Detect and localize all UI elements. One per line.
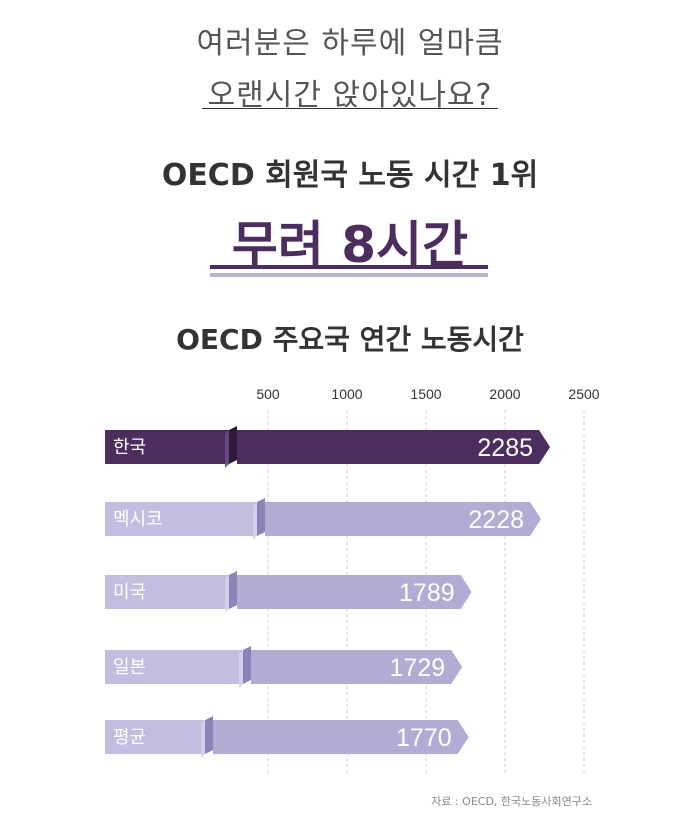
bar-segment-right — [265, 502, 542, 536]
bar-segment-right — [213, 720, 469, 754]
category-label: 미국 — [113, 582, 146, 603]
bar-segment-left — [105, 720, 205, 754]
bar-5: 평균 1770 — [105, 716, 469, 758]
axis-break-shadow — [225, 575, 229, 613]
axis-break-mark — [205, 716, 213, 754]
value-label: 2285 — [477, 434, 533, 462]
source-note: 자료 : OECD, 한국노동사회연구소 — [431, 795, 592, 808]
axis-break-shadow — [239, 650, 243, 688]
bar-segment-right — [237, 575, 472, 609]
value-label: 1789 — [399, 579, 455, 607]
axis-break-shadow — [201, 720, 205, 758]
bar-segment-right — [237, 430, 551, 464]
bar-segment-left — [105, 502, 257, 536]
bar-1: 한국 2285 — [105, 426, 551, 468]
category-label: 한국 — [113, 437, 146, 458]
bar-4: 일본 1729 — [105, 646, 463, 688]
category-label: 평균 — [113, 727, 146, 748]
x-tick-label: 1500 — [410, 386, 441, 402]
axis-break-mark — [243, 646, 251, 684]
headline: 무려 8시간 — [231, 216, 469, 274]
x-tick-label: 2000 — [489, 386, 520, 402]
question-underline — [202, 108, 498, 109]
value-label: 1729 — [390, 654, 446, 682]
question-line-1: 여러분은 하루에 얼마큼 — [196, 26, 504, 61]
x-tick-label: 500 — [256, 386, 280, 402]
category-label: 일본 — [113, 657, 146, 678]
bar-segment-left — [105, 430, 229, 464]
axis-break-mark — [257, 498, 265, 536]
bar-segment-left — [105, 575, 229, 609]
subtitle: OECD 회원국 노동 시간 1위 — [161, 158, 539, 193]
question-line-2: 오랜시간 앉아있나요? — [207, 78, 493, 113]
bar-segment-right — [251, 650, 463, 684]
category-label: 멕시코 — [113, 509, 163, 530]
bar-3: 미국 1789 — [105, 571, 472, 613]
axis-break-shadow — [225, 430, 229, 468]
axis-break-mark — [229, 571, 237, 609]
x-tick-label: 1000 — [331, 386, 362, 402]
chart-title: OECD 주요국 연간 노동시간 — [176, 323, 524, 356]
headline-underline-dark — [210, 265, 488, 269]
value-label: 1770 — [396, 724, 452, 752]
headline-underline-light — [210, 273, 488, 277]
x-tick-label: 2500 — [568, 386, 599, 402]
bar-2: 멕시코 2228 — [105, 498, 542, 540]
axis-break-shadow — [253, 502, 257, 540]
axis-break-mark — [229, 426, 237, 464]
bar-segment-left — [105, 650, 243, 684]
value-label: 2228 — [468, 506, 524, 534]
